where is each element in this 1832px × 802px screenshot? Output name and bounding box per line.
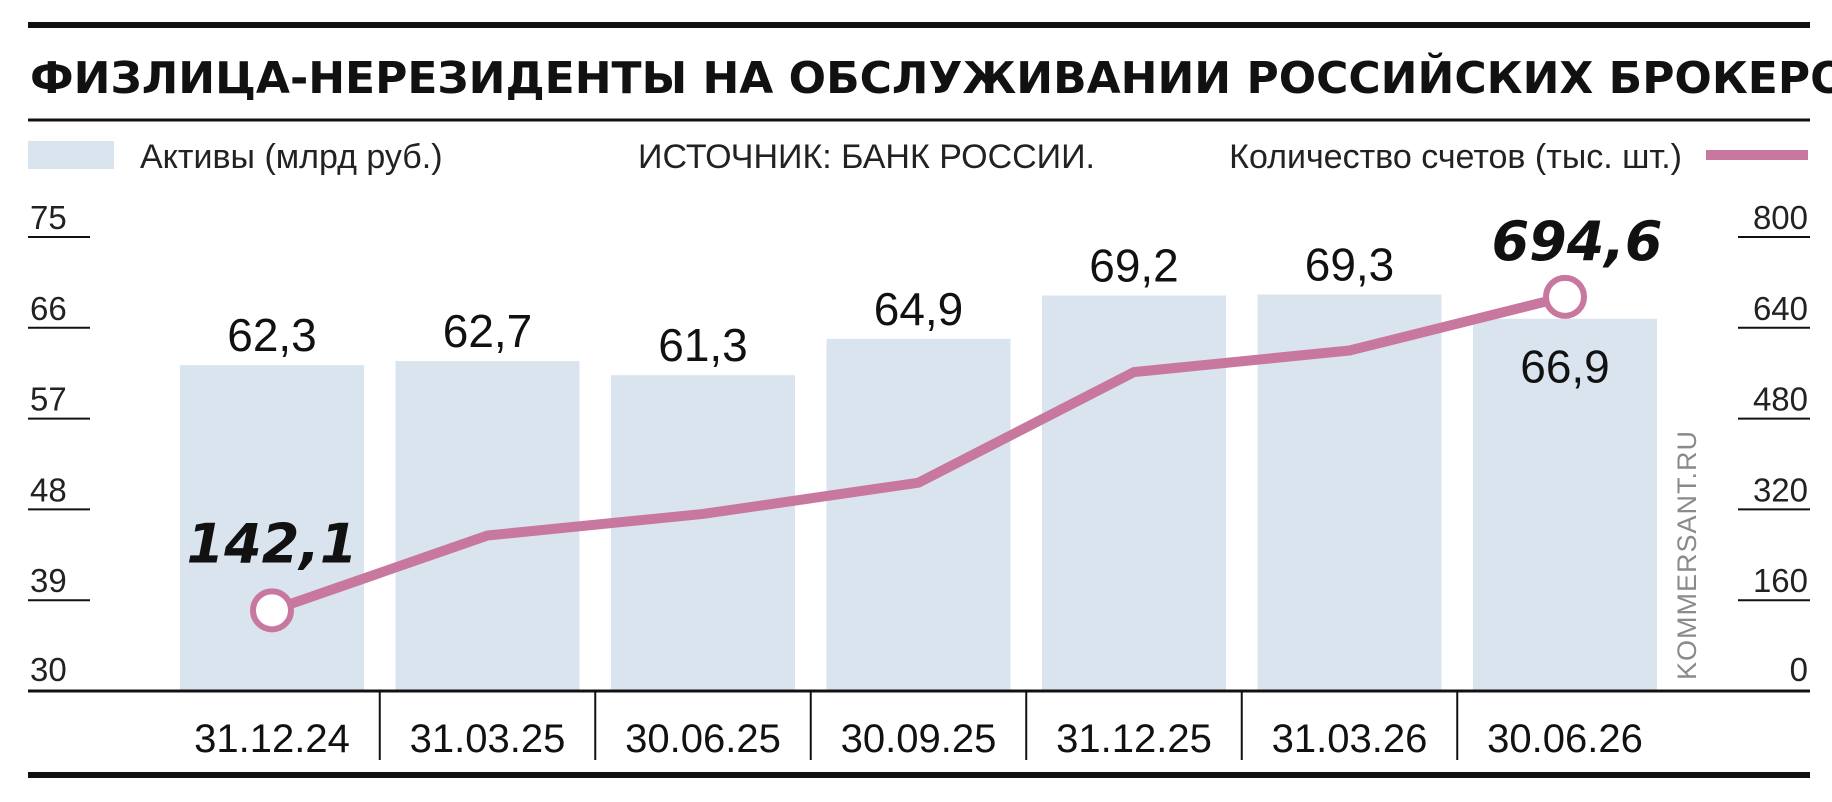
- bar-value-label: 64,9: [874, 283, 964, 335]
- bar-series: [180, 294, 1657, 691]
- right-tick-label: 160: [1753, 562, 1808, 599]
- left-axis: 75 66 57 48 39 30: [28, 199, 90, 688]
- line-series: 62,3 62,7 61,3 64,9 69,2 69,3 66,9 142,1 694,6: [187, 210, 1663, 633]
- category-label: 30.06.25: [625, 717, 781, 761]
- left-tick-label: 57: [30, 381, 67, 418]
- right-axis: 800 640 480 320 160 0: [1738, 199, 1810, 688]
- left-tick-label: 39: [30, 562, 67, 599]
- bar-value-label: 62,7: [443, 305, 533, 357]
- highlight-point: [250, 588, 294, 633]
- left-tick-label: 30: [30, 651, 67, 688]
- highlight-point-label: 142,1: [187, 512, 358, 575]
- credit-watermark: KOMMERSANT.RU: [1672, 430, 1702, 680]
- right-tick-label: 480: [1753, 381, 1808, 418]
- chart-title: ФИЗЛИЦА-НЕРЕЗИДЕНТЫ НА ОБСЛУЖИВАНИИ РОСС…: [30, 51, 1832, 104]
- category-label: 31.03.25: [410, 717, 566, 761]
- category-label: 31.12.25: [1056, 717, 1212, 761]
- bar: [1042, 295, 1226, 691]
- category-label: 30.09.25: [841, 717, 997, 761]
- right-tick-label: 800: [1753, 199, 1808, 236]
- highlight-point: [1543, 274, 1587, 319]
- category-label: 31.03.26: [1272, 717, 1428, 761]
- bar: [1473, 318, 1657, 691]
- category-label: 31.12.24: [194, 717, 350, 761]
- left-tick-label: 66: [30, 290, 67, 327]
- bar: [180, 365, 364, 691]
- right-tick-label: 640: [1753, 290, 1808, 327]
- source-note: ИСТОЧНИК: БАНК РОССИИ.: [638, 138, 1095, 176]
- category-axis: 31.12.24 31.03.25 30.06.25 30.09.25 31.12.25…: [194, 691, 1643, 761]
- right-tick-label: 320: [1753, 471, 1808, 508]
- legend-line-label: Количество счетов (тыс. шт.): [1229, 138, 1682, 176]
- bar-value-label: 69,3: [1305, 239, 1395, 291]
- bar-value-label: 61,3: [658, 319, 748, 371]
- legend-bar-label: Активы (млрд руб.): [140, 138, 443, 176]
- right-tick-label: 0: [1790, 651, 1808, 688]
- left-tick-label: 48: [30, 471, 67, 508]
- bar: [826, 338, 1011, 691]
- legend-bar-swatch: [28, 141, 114, 169]
- highlight-point-label: 694,6: [1492, 210, 1663, 273]
- bar: [611, 375, 795, 691]
- bar-value-label: 62,3: [227, 309, 317, 361]
- bar-value-label: 69,2: [1089, 240, 1179, 292]
- left-tick-label: 75: [30, 199, 67, 236]
- category-label: 30.06.26: [1487, 717, 1643, 761]
- bar-value-label: 66,9: [1520, 341, 1610, 393]
- accounts-line: [267, 291, 1570, 616]
